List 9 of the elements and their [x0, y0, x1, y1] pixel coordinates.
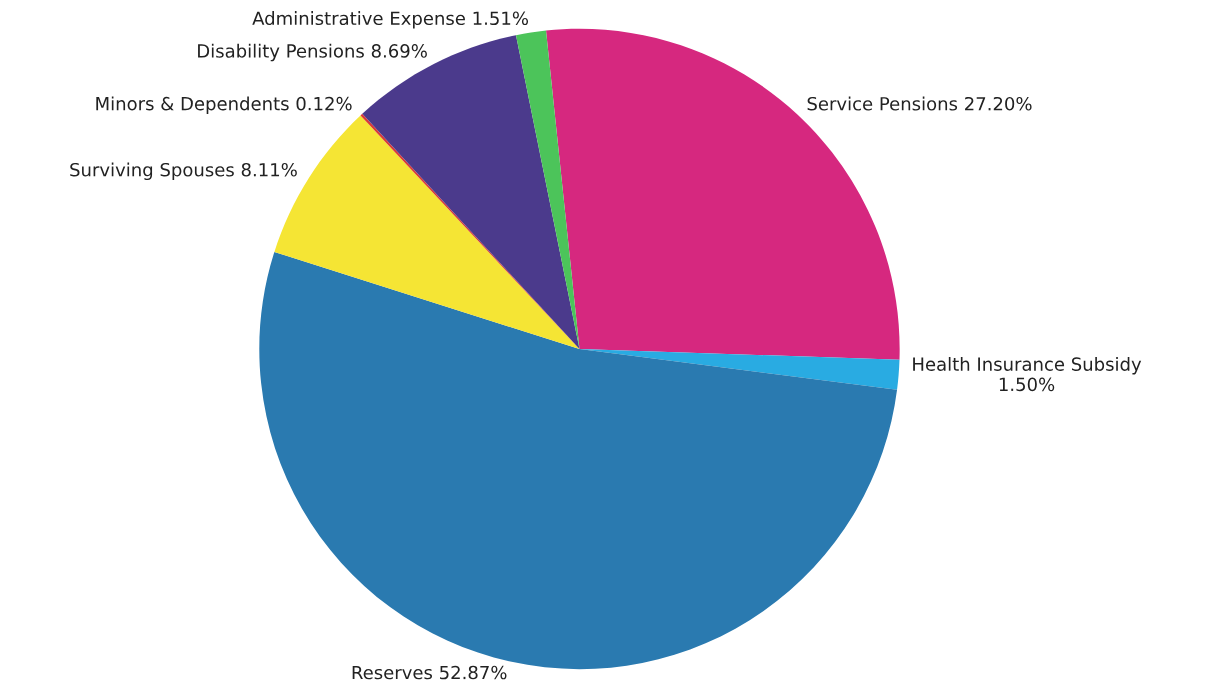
slice-label: Administrative Expense 1.51%	[252, 11, 529, 29]
data-label: 1.50%	[999, 377, 1055, 392]
slice-label: Health Insurance Subsidy	[913, 356, 1142, 375]
slice-label: Disability Pensions 8.69%	[198, 43, 427, 62]
slice-label: Minors & Dependents 0.12%	[96, 96, 352, 114]
pie-slice	[362, 35, 580, 349]
slice-label: Surviving Spouses 8.11%	[70, 162, 297, 181]
slice-label: Reserves 52.87%	[352, 665, 507, 680]
slice-label: Service Pensions 27.20%	[807, 96, 1032, 111]
